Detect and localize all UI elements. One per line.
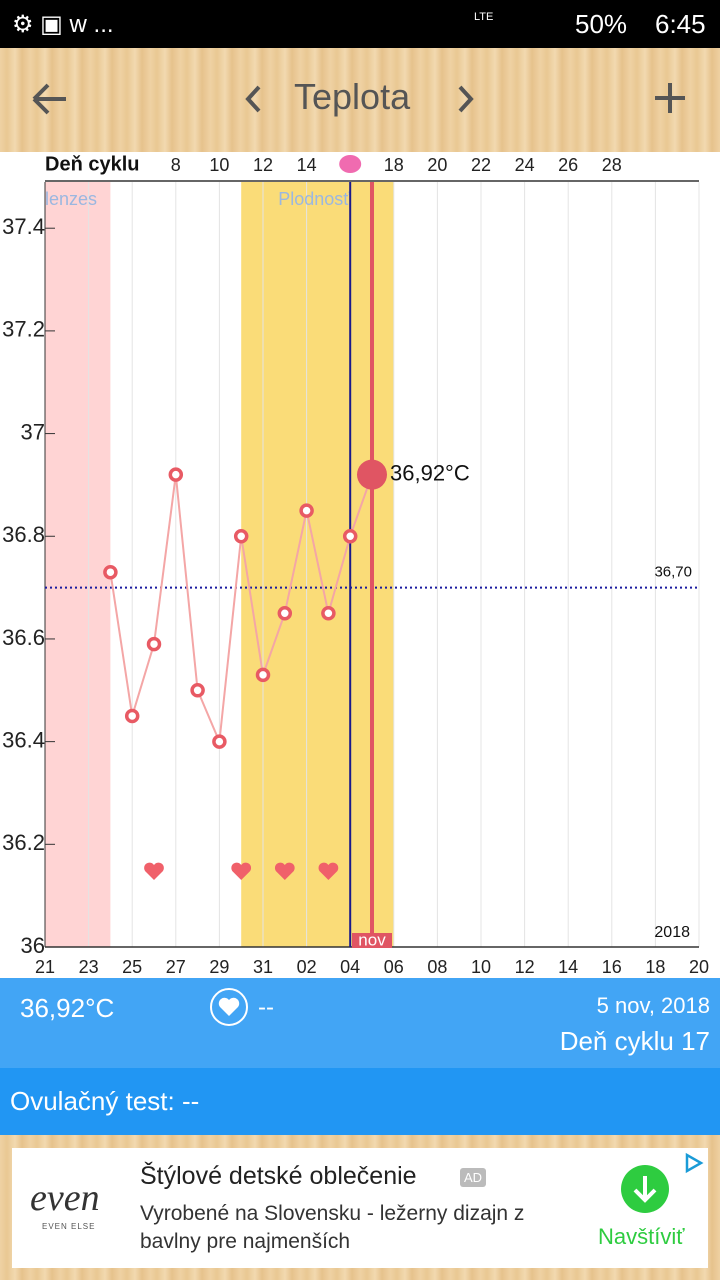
temperature-point [212,734,227,749]
ad-text: Vyrobené na Slovensku - ležerny dizajn z… [140,1202,525,1253]
value-label: 36,92°C [390,460,470,485]
temperature-point [299,503,314,518]
intercourse-heart [318,862,339,880]
chart: 21 23 25 27 29 31 02 04 06 08 10 12 14 16 18 20 36 36.2 36… [2,153,709,977]
y-tick-label: 36.8 [2,522,45,547]
ad-download-icon [621,1165,669,1213]
ad-choices[interactable] [682,1152,704,1174]
month-label: nov [358,930,386,949]
y-tick-label: 36.4 [2,727,45,752]
add-button[interactable] [652,80,688,116]
temperature-point [103,564,118,580]
ad-card[interactable]: even EVEN ELSE Štýlové detské oblečenie … [12,1148,708,1268]
y-tick-label: 37 [21,419,45,444]
next-button[interactable] [456,84,476,114]
top-tick-label: 8 [171,155,181,175]
temperature: 36,92°C [20,993,115,1023]
ad-badge: AD [460,1168,487,1187]
year-label: 2018 [654,924,690,941]
top-tick-label: 12 [253,155,273,175]
x-tick-label: 18 [645,957,665,977]
temperature-point [124,708,140,724]
status-bar: ⚙ ▣ w ... LTE 50% 6:45 [0,0,720,48]
x-tick-label: 27 [166,957,186,977]
x-tick-label: 25 [122,957,142,977]
reference-label: 36,70 [654,564,692,581]
title: Teplota [294,76,411,117]
temperature-point [342,529,358,544]
ad-title: Štýlové detské oblečenie [140,1162,417,1190]
top-axis-title: Deň cyklu [45,153,139,175]
temperature-point [168,467,184,482]
temperature-point [146,636,162,652]
battery: 50% [575,9,628,39]
ad-logo: even [30,1177,100,1219]
x-tick-label: 31 [253,957,273,977]
top-tick-label: 22 [471,155,491,175]
x-tick-label: 06 [384,957,404,977]
y-tick-label: 36.2 [2,830,45,855]
x-tick-label: 23 [79,957,99,977]
back-button[interactable] [30,82,70,116]
ovulation-panel: Ovulačný test: -- [0,1068,720,1135]
band-label: Plodnosť [278,189,350,209]
toolbar: Teplota [0,48,720,152]
ovulation-indicator [339,155,362,173]
intercourse-heart [274,862,295,880]
y-tick-label: 36.6 [2,625,45,650]
x-tick-label: 29 [209,957,229,977]
notification-icons: ⚙ ▣ w ... [12,11,114,38]
band-label: lenzes [45,189,97,209]
intercourse-heart [144,862,164,880]
x-tick-label: 21 [35,957,55,977]
temperature-point [233,529,249,544]
top-tick-label: 10 [209,155,229,175]
top-tick-label: 28 [602,155,622,175]
ad-logo-sub: EVEN ELSE [42,1222,96,1231]
ad-area: even EVEN ELSE Štýlové detské oblečenie … [0,1135,720,1280]
ad-action[interactable]: Navštíviť [598,1224,685,1249]
temperature-point [190,683,205,698]
y-tick-label: 37.4 [2,214,45,239]
x-tick-label: 16 [602,957,622,977]
band [45,182,111,947]
summary-panel: 36,92°C -- 5 nov, 2018 Deň cyklu 17 [0,978,720,1068]
top-tick-label: 14 [297,155,317,175]
x-tick-label: 10 [471,957,491,977]
temperature-point [277,606,293,621]
y-tick-label: 37.2 [2,317,45,342]
top-tick-label: 26 [558,155,578,175]
cycle-day: Deň cyklu 17 [559,1026,710,1056]
date: 5 nov, 2018 [596,993,710,1018]
y-tick-label: 36 [21,933,45,958]
x-tick-label: 20 [689,957,709,977]
top-tick-label: 24 [515,155,535,175]
network: LTE [474,11,494,23]
intercourse-heart [231,862,252,880]
x-tick-label: 12 [515,957,535,977]
prev-button[interactable] [243,84,263,114]
intercourse: -- [258,994,274,1021]
x-tick-label: 02 [297,957,317,977]
top-tick-label: 20 [427,155,447,175]
x-tick-label: 04 [340,957,360,977]
temperature-point [255,667,271,683]
top-tick-label: 18 [384,155,404,175]
ovulation-test: Ovulačný test: -- [10,1086,200,1116]
x-tick-label: 14 [558,957,578,977]
month-label-bg [352,933,392,948]
heart-icon [210,988,248,1026]
temperature-point [321,606,336,621]
time: 6:45 [655,9,706,39]
x-tick-label: 08 [427,957,447,977]
selected-point [357,459,387,490]
